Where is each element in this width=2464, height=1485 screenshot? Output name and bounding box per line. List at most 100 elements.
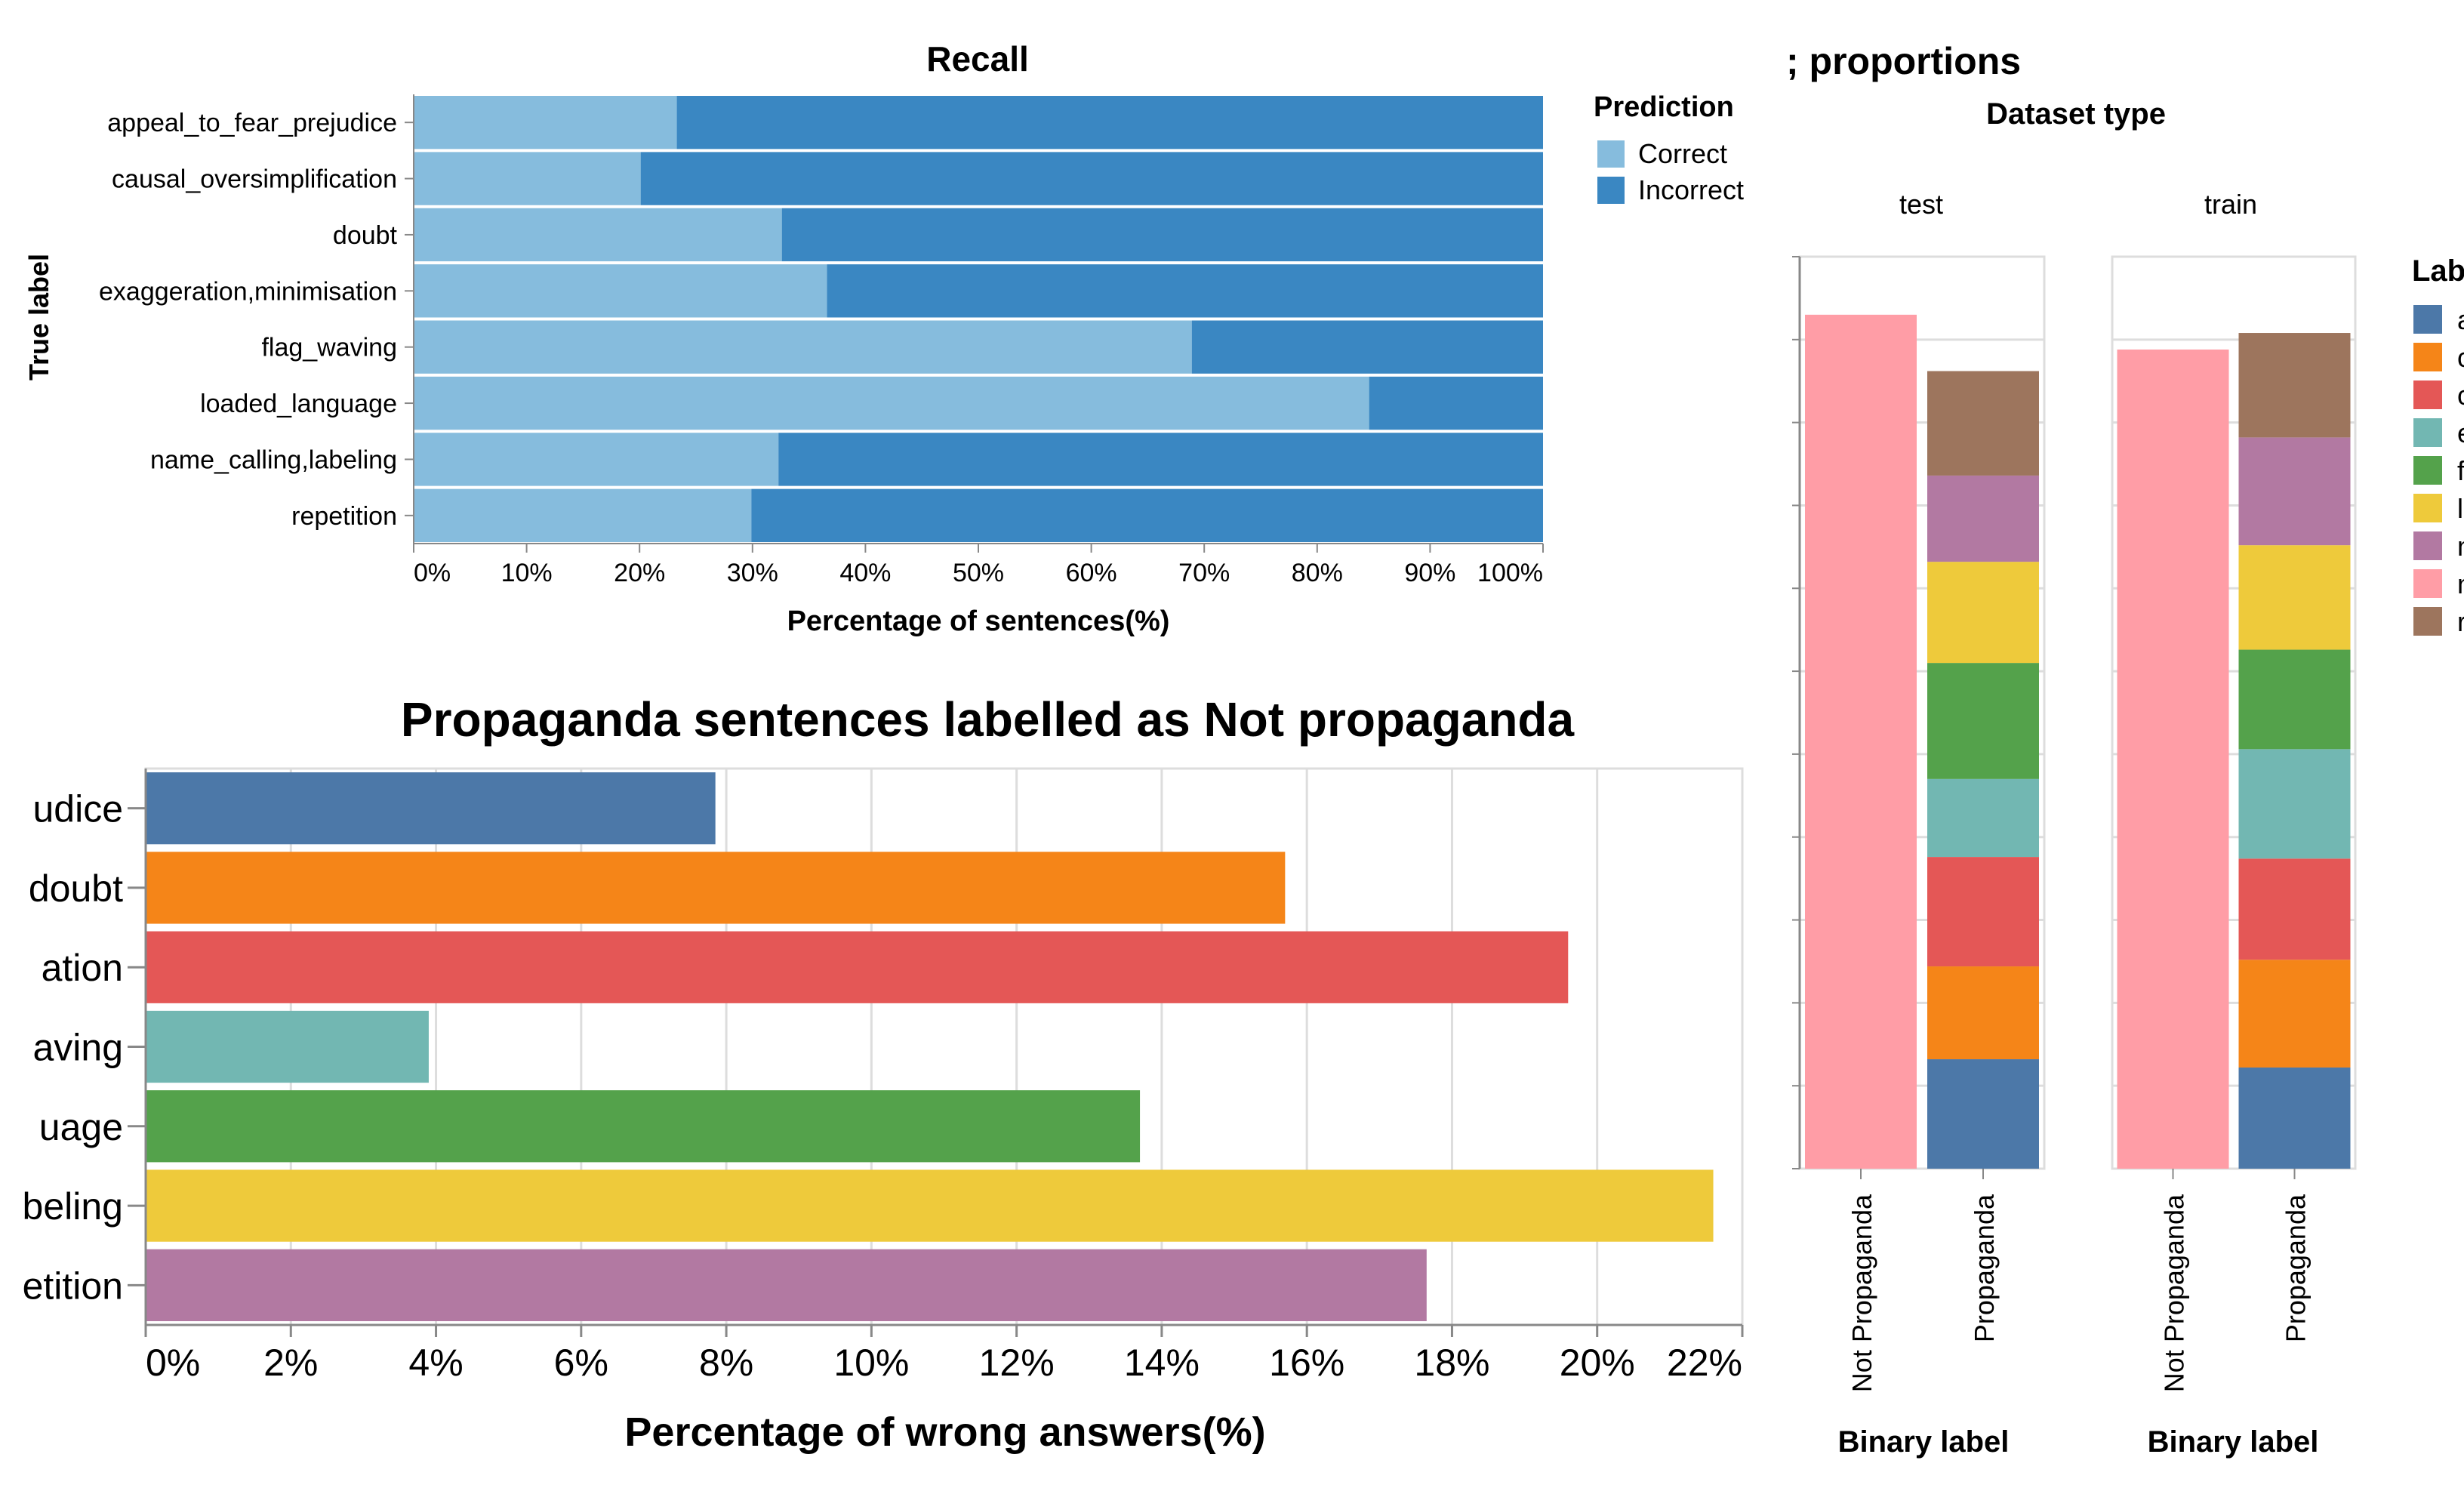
proportion-bar-train-propaganda-seg-2 [2238,858,2351,960]
proportion-bar-train-propaganda-seg-4 [2238,649,2351,750]
recall-bar-name-calling-labeling-correct [414,433,779,486]
recall-x-tick-label: 90% [1404,559,1455,587]
wrong-answers-y-tick-label: doubt [29,867,123,910]
wrong-answers-y-tick-label: beling [23,1185,123,1228]
recall-legend: Prediction Correct Incorrect [1594,91,1744,205]
proportion-bar-test-propaganda-seg-0 [1927,1059,2039,1169]
legend-label-incorrect: Incorrect [1638,174,1744,205]
proportions-chart: ; proportions Dataset type test train No… [1786,40,2464,1459]
proportions-legend-label-0: a [2457,304,2464,335]
recall-x-tick-label: 60% [1066,559,1117,587]
recall-x-tick-label: 80% [1292,559,1343,587]
legend-swatch-incorrect [1597,177,1625,204]
recall-y-axis-title: True label [23,254,54,380]
recall-bar-appeal-to-fear-prejudice-incorrect [676,96,1543,149]
recall-x-tick-label: 40% [839,559,891,587]
facet-label-test: test [1899,189,1943,220]
recall-y-tick-label: causal_oversimplification [112,165,397,194]
proportions-legend-swatch-0 [2413,305,2442,334]
wrong-answers-y-tick-label: etition [23,1265,123,1307]
proportions-legend-label-6: n [2457,531,2464,562]
recall-x-tick-label: 50% [953,559,1004,587]
wrong-answers-x-tick-label: 2% [263,1342,318,1384]
recall-bar-appeal-to-fear-prejudice-correct [414,96,677,149]
recall-y-tick-label: name_calling,labeling [150,445,397,474]
proportions-title-fragment: ; proportions [1786,40,2021,82]
wrong-answers-bars [146,772,1714,1321]
proportion-bar-test-propaganda-seg-3 [1927,778,2039,858]
facet-header: Dataset type [1986,97,2166,131]
proportions-legend: Lab acceflnnr [2412,254,2464,637]
recall-y-tick-label: appeal_to_fear_prejudice [107,109,397,137]
proportions-legend-label-7: n [2457,568,2464,599]
proportion-bar-train-propaganda-seg-1 [2238,960,2351,1068]
wrong-answers-x-tick-label: 8% [699,1342,753,1384]
proportion-bar-train-propaganda-seg-5 [2238,545,2351,650]
proportions-legend-swatch-6 [2413,531,2442,560]
recall-y-tick-label: loaded_language [200,390,397,418]
recall-x-ticks: 0% 10% 20% 30% 40% 50% 60% 70% 80% 90% 100% [413,543,1544,587]
recall-bar-causal-oversimplification-correct [414,152,641,205]
wrong-answers-x-ticks: 0% 2% 4% 6% 8% 10% 12% 14% 16% 18% 20% 22% [144,1323,1744,1384]
facet-panel-test: Not Propaganda Propaganda [1792,255,2046,1392]
wrong-answers-bar-uage [146,1090,1141,1163]
proportions-panels: Not Propaganda Propaganda Not Propaganda Pr… [1792,255,2357,1392]
recall-y-tick-label: flag_waving [261,334,397,362]
recall-bar-loaded-language-correct [414,376,1369,430]
proportions-legend-swatch-2 [2413,380,2442,409]
wrong-answers-x-tick-label: 16% [1269,1342,1344,1384]
proportions-legend-label-2: c [2457,380,2464,411]
proportion-bar-train-propaganda-seg-0 [2238,1068,2351,1169]
proportion-bar-test-propaganda-seg-4 [1927,663,2039,779]
proportions-legend-swatch-8 [2413,607,2442,636]
proportions-legend-title: Lab [2412,254,2464,288]
wrong-answers-y-tick-label: uage [39,1106,123,1148]
wrong-answers-x-tick-label: 20% [1560,1342,1635,1384]
proportions-legend-label-5: l [2457,493,2463,524]
wrong-answers-x-tick-label: 22% [1667,1342,1742,1384]
wrong-answers-title: Propaganda sentences labelled as Not pro… [401,692,1575,747]
recall-bar-loaded-language-incorrect [1369,376,1543,430]
proportion-bar-train-not-propaganda-seg-0 [2117,349,2229,1169]
proportions-legend-swatch-7 [2413,569,2442,598]
recall-y-tick-label: doubt [333,221,398,250]
recall-x-tick-label: 0% [414,559,451,587]
facet-x-tick-label: Not Propaganda [2159,1194,2190,1392]
recall-x-tick-label: 100% [1477,559,1543,587]
proportions-x-axis-title-train: Binary label [2148,1425,2319,1459]
wrong-answers-bar-beling [146,1169,1714,1242]
recall-bar-repetition-correct [414,488,752,542]
wrong-answers-bar-etition [146,1249,1427,1321]
proportion-bar-train-propaganda-seg-7 [2238,333,2351,438]
wrong-answers-bar-ation [146,931,1569,1003]
proportion-bar-train-propaganda-seg-6 [2238,437,2351,546]
facet-x-tick-label: Propaganda [1969,1194,2000,1342]
recall-x-axis-title: Percentage of sentences(%) [787,605,1170,637]
wrong-answers-bar-udice [146,772,716,845]
proportions-legend-swatch-4 [2413,456,2442,485]
recall-bar-causal-oversimplification-incorrect [640,152,1543,205]
recall-title: Recall [926,39,1029,79]
recall-x-tick-label: 10% [501,559,553,587]
recall-bar-flag-waving-correct [414,320,1192,374]
proportion-bar-test-not-propaganda-seg-0 [1805,314,1917,1169]
wrong-answers-bar-doubt [146,852,1286,924]
proportion-bar-train-propaganda-seg-3 [2238,749,2351,859]
proportions-legend-swatch-5 [2413,494,2442,522]
recall-bar-doubt-correct [414,208,782,262]
wrong-answers-chart: Propaganda sentences labelled as Not pro… [23,692,1744,1455]
wrong-answers-x-tick-label: 4% [408,1342,463,1384]
facet-x-tick-label: Propaganda [2281,1194,2312,1342]
recall-bars [414,96,1544,542]
wrong-answers-x-axis-title: Percentage of wrong answers(%) [624,1410,1265,1455]
wrong-answers-y-tick-label: ation [42,947,123,989]
legend-label-correct: Correct [1638,138,1727,169]
wrong-answers-bar-aving [146,1010,429,1083]
proportions-legend-swatch-3 [2413,418,2442,447]
recall-bar-exaggeration-minimisation-correct [414,264,827,318]
recall-y-ticks: appeal_to_fear_prejudice causal_oversimpl… [99,94,414,544]
recall-bar-doubt-incorrect [781,208,1543,262]
proportion-bar-test-propaganda-seg-1 [1927,966,2039,1060]
recall-chart: Recall True label appeal_to_fear_prejudi… [23,39,1744,637]
recall-bar-exaggeration-minimisation-incorrect [827,264,1543,318]
